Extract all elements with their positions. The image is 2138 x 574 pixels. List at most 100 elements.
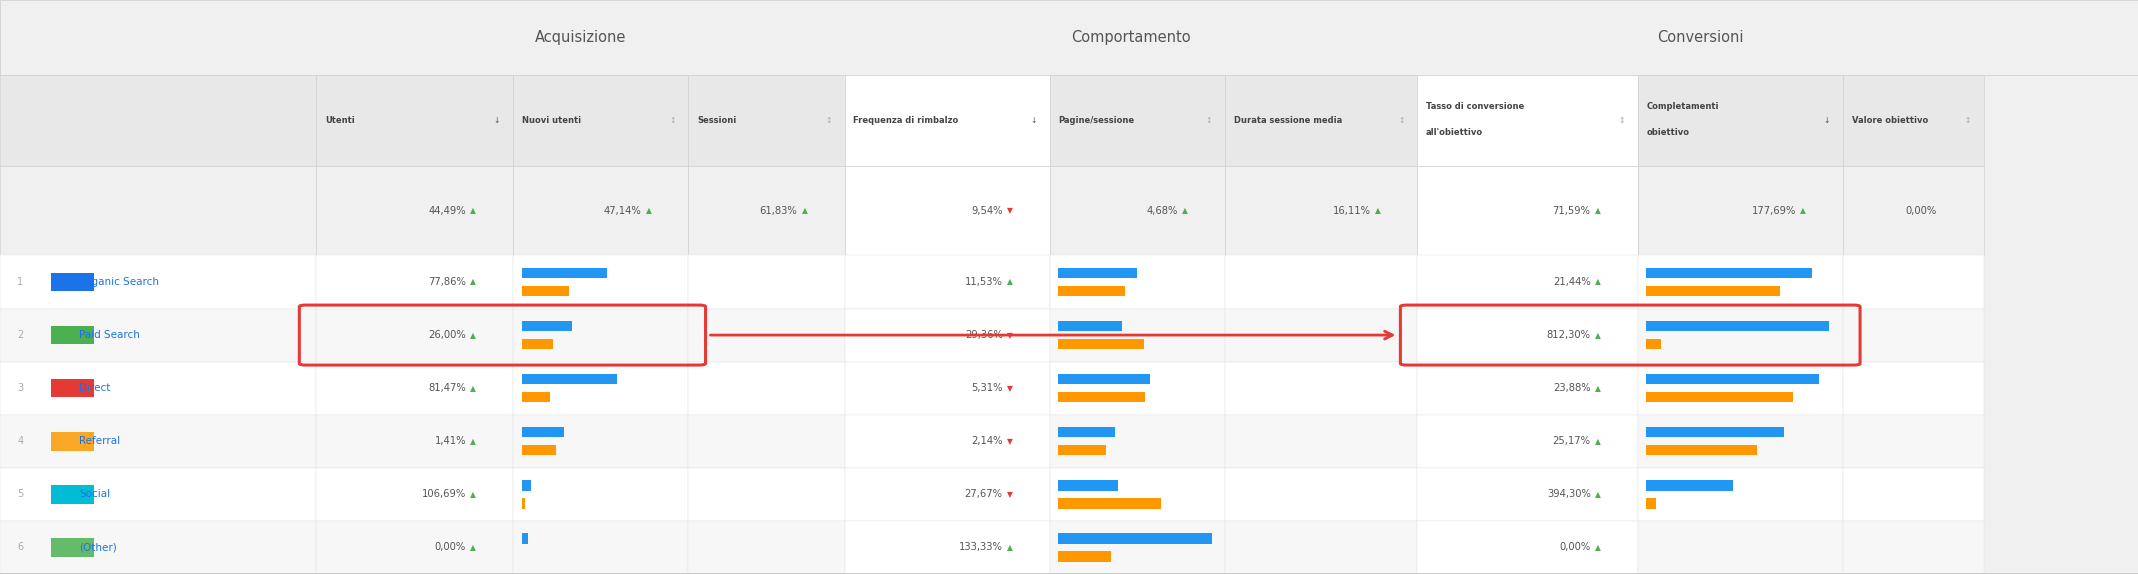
Bar bbox=[845, 255, 1050, 309]
Text: ▼: ▼ bbox=[1007, 437, 1013, 446]
Bar bbox=[688, 166, 845, 255]
Bar bbox=[688, 255, 845, 309]
Text: 4,68%: 4,68% bbox=[1146, 206, 1178, 216]
Text: Conversioni: Conversioni bbox=[1657, 30, 1745, 45]
Bar bbox=[1417, 362, 1638, 414]
Text: 5: 5 bbox=[17, 490, 24, 499]
Bar bbox=[1646, 480, 1732, 491]
Bar bbox=[522, 533, 528, 544]
Text: ▲: ▲ bbox=[1595, 383, 1601, 393]
Text: ▼: ▼ bbox=[1007, 331, 1013, 340]
Text: Utenti: Utenti bbox=[325, 116, 355, 125]
Text: ▲: ▲ bbox=[1595, 331, 1601, 340]
Bar bbox=[513, 309, 688, 362]
Bar bbox=[688, 468, 845, 521]
Bar bbox=[0, 0, 2138, 75]
Bar bbox=[845, 166, 1050, 255]
Text: 3: 3 bbox=[17, 383, 24, 393]
Bar bbox=[513, 521, 688, 574]
Text: 0,00%: 0,00% bbox=[1905, 206, 1937, 216]
Text: ↕: ↕ bbox=[1618, 116, 1625, 125]
Bar bbox=[316, 521, 513, 574]
Bar bbox=[1638, 521, 1843, 574]
Bar bbox=[1058, 286, 1125, 296]
Text: ▼: ▼ bbox=[1007, 383, 1013, 393]
Bar bbox=[688, 414, 845, 468]
Bar bbox=[1638, 75, 1843, 166]
Text: 29,36%: 29,36% bbox=[964, 330, 1003, 340]
Bar bbox=[522, 268, 607, 278]
Text: 812,30%: 812,30% bbox=[1546, 330, 1591, 340]
Bar bbox=[1843, 362, 1984, 414]
Bar bbox=[316, 362, 513, 414]
Bar bbox=[316, 309, 513, 362]
Bar bbox=[1225, 255, 1417, 309]
Bar bbox=[845, 309, 1050, 362]
Bar bbox=[522, 480, 530, 491]
Bar bbox=[1638, 414, 1843, 468]
Bar bbox=[0, 75, 316, 166]
Bar bbox=[522, 374, 616, 385]
Bar bbox=[1225, 309, 1417, 362]
Text: Durata sessione media: Durata sessione media bbox=[1234, 116, 1343, 125]
Bar bbox=[1843, 309, 1984, 362]
Bar bbox=[316, 414, 513, 468]
Text: 9,54%: 9,54% bbox=[971, 206, 1003, 216]
Bar bbox=[513, 166, 688, 255]
Bar bbox=[316, 468, 513, 521]
Text: Paid Search: Paid Search bbox=[79, 330, 139, 340]
Text: 47,14%: 47,14% bbox=[603, 206, 641, 216]
Bar bbox=[316, 255, 513, 309]
Text: Comportamento: Comportamento bbox=[1071, 30, 1191, 45]
Text: ▼: ▼ bbox=[1007, 207, 1013, 215]
Bar bbox=[513, 414, 688, 468]
Text: ↓: ↓ bbox=[1824, 116, 1830, 125]
Bar bbox=[513, 468, 688, 521]
Text: Referral: Referral bbox=[79, 436, 120, 446]
Text: Valore obiettivo: Valore obiettivo bbox=[1852, 116, 1928, 125]
Bar bbox=[1058, 480, 1118, 491]
Text: 26,00%: 26,00% bbox=[428, 330, 466, 340]
Bar bbox=[1050, 521, 1225, 574]
Bar bbox=[845, 75, 1050, 166]
Bar bbox=[1646, 392, 1794, 402]
Bar bbox=[1646, 374, 1819, 385]
Bar bbox=[513, 75, 688, 166]
Text: ↕: ↕ bbox=[825, 116, 832, 125]
Text: 2: 2 bbox=[17, 330, 24, 340]
Bar bbox=[1646, 321, 1828, 331]
Bar bbox=[0, 521, 316, 574]
Bar bbox=[522, 286, 569, 296]
Text: 4: 4 bbox=[17, 436, 24, 446]
Bar bbox=[1843, 414, 1984, 468]
Text: 23,88%: 23,88% bbox=[1552, 383, 1591, 393]
Text: ▲: ▲ bbox=[1595, 207, 1601, 215]
Bar bbox=[522, 498, 524, 509]
Bar bbox=[522, 392, 549, 402]
Bar bbox=[1646, 286, 1779, 296]
Bar bbox=[688, 75, 845, 166]
Bar bbox=[513, 362, 688, 414]
Text: 44,49%: 44,49% bbox=[428, 206, 466, 216]
Text: 77,86%: 77,86% bbox=[428, 277, 466, 287]
Bar bbox=[1225, 166, 1417, 255]
Bar bbox=[1225, 75, 1417, 166]
Text: Direct: Direct bbox=[79, 383, 111, 393]
Bar bbox=[1050, 255, 1225, 309]
Bar bbox=[1843, 166, 1984, 255]
Text: 106,69%: 106,69% bbox=[421, 490, 466, 499]
Bar bbox=[1050, 75, 1225, 166]
Bar bbox=[845, 414, 1050, 468]
Text: Completamenti: Completamenti bbox=[1646, 102, 1719, 111]
Text: ▲: ▲ bbox=[470, 277, 477, 286]
Text: Acquisizione: Acquisizione bbox=[534, 30, 626, 45]
FancyArrowPatch shape bbox=[710, 331, 1392, 339]
Bar bbox=[1050, 166, 1225, 255]
Text: 25,17%: 25,17% bbox=[1552, 436, 1591, 446]
Text: 16,11%: 16,11% bbox=[1332, 206, 1370, 216]
Bar bbox=[1058, 551, 1110, 561]
Bar bbox=[0, 362, 316, 414]
Text: ▲: ▲ bbox=[1595, 543, 1601, 552]
Bar bbox=[1646, 339, 1661, 349]
Bar bbox=[845, 362, 1050, 414]
